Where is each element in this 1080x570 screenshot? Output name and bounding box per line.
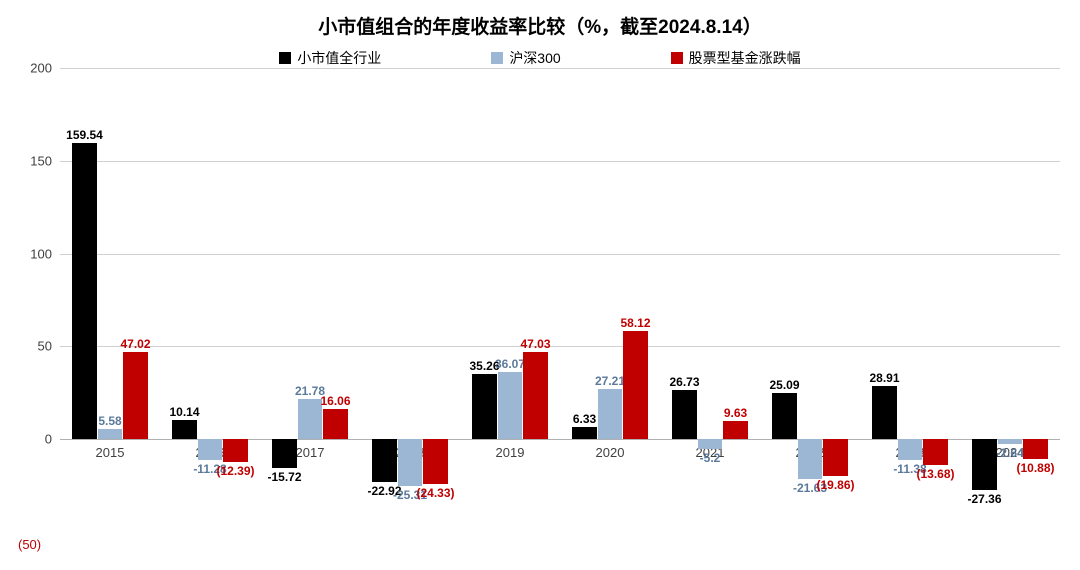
bar <box>298 399 323 439</box>
legend-item: 股票型基金涨跌幅 <box>671 48 801 68</box>
y-tick-label: 150 <box>8 153 52 168</box>
legend-item: 小市值全行业 <box>279 48 381 68</box>
bar-value-label: 6.33 <box>573 413 596 425</box>
y-tick-label: 100 <box>8 246 52 261</box>
bar-value-label: (10.88) <box>1016 462 1054 474</box>
bar <box>98 429 123 439</box>
bar <box>223 439 248 462</box>
bar <box>598 389 623 440</box>
bar-value-label: 16.06 <box>320 395 350 407</box>
bar <box>1023 439 1048 459</box>
bar-value-label: -5.2 <box>700 452 721 464</box>
bar-value-label: 47.02 <box>120 338 150 350</box>
bar <box>672 390 697 440</box>
legend-label: 小市值全行业 <box>297 48 381 68</box>
bar <box>623 331 648 439</box>
bar <box>923 439 948 464</box>
bar-value-label: (12.39) <box>216 465 254 477</box>
bar <box>323 409 348 439</box>
chart-title: 小市值组合的年度收益率比较（%，截至2024.8.14） <box>0 12 1080 39</box>
bar <box>872 386 897 440</box>
bar-value-label: 5.58 <box>98 415 121 427</box>
legend-swatch <box>671 52 683 64</box>
bar <box>998 439 1023 444</box>
y-lower-bound-label: (50) <box>18 537 41 552</box>
bar <box>423 439 448 484</box>
legend-label: 股票型基金涨跌幅 <box>689 48 801 68</box>
bar-value-label: 25.09 <box>769 379 799 391</box>
gridline <box>60 68 1060 69</box>
bar-value-label: -2.64 <box>996 447 1023 459</box>
chart-container: 小市值组合的年度收益率比较（%，截至2024.8.14） 小市值全行业 沪深300… <box>0 0 1080 570</box>
legend-label: 沪深300 <box>509 48 560 68</box>
legend-item: 沪深300 <box>491 48 560 68</box>
bar-value-label: -27.36 <box>967 493 1001 505</box>
plot-area: 0501001502002015159.545.5847.02201610.14… <box>60 68 1060 532</box>
bar-value-label: 9.63 <box>724 407 747 419</box>
bar <box>823 439 848 476</box>
bar-value-label: 10.14 <box>169 406 199 418</box>
x-tick-label: 2020 <box>596 445 625 460</box>
bar <box>498 372 523 439</box>
bar <box>123 352 148 439</box>
bar <box>572 427 597 439</box>
bar <box>272 439 297 468</box>
bar <box>198 439 223 460</box>
bar <box>472 374 497 439</box>
gridline <box>60 161 1060 162</box>
bar <box>172 420 197 439</box>
x-tick-label: 2019 <box>496 445 525 460</box>
bar-value-label: -15.72 <box>267 471 301 483</box>
bar-value-label: 28.91 <box>869 372 899 384</box>
bar-value-label: 26.73 <box>669 376 699 388</box>
bar-value-label: 58.12 <box>620 317 650 329</box>
legend: 小市值全行业 沪深300 股票型基金涨跌幅 <box>0 48 1080 68</box>
legend-swatch <box>491 52 503 64</box>
bar <box>372 439 397 482</box>
bar-value-label: 36.07 <box>495 358 525 370</box>
bar <box>523 352 548 439</box>
bar <box>898 439 923 460</box>
y-tick-label: 0 <box>8 432 52 447</box>
bar <box>798 439 823 479</box>
bar-value-label: 159.54 <box>66 129 103 141</box>
bar <box>72 143 97 439</box>
legend-swatch <box>279 52 291 64</box>
bar-value-label: 27.21 <box>595 375 625 387</box>
gridline <box>60 254 1060 255</box>
bar-value-label: 47.03 <box>520 338 550 350</box>
gridline <box>60 346 1060 347</box>
bar <box>398 439 423 486</box>
y-tick-label: 200 <box>8 61 52 76</box>
y-tick-label: 50 <box>8 339 52 354</box>
x-tick-label: 2015 <box>96 445 125 460</box>
bar <box>772 393 797 440</box>
bar-value-label: (13.68) <box>916 468 954 480</box>
bar-value-label: (19.86) <box>816 479 854 491</box>
x-tick-label: 2017 <box>296 445 325 460</box>
bar <box>698 439 723 449</box>
bar-value-label: (24.33) <box>416 487 454 499</box>
bar <box>972 439 997 490</box>
bar <box>723 421 748 439</box>
